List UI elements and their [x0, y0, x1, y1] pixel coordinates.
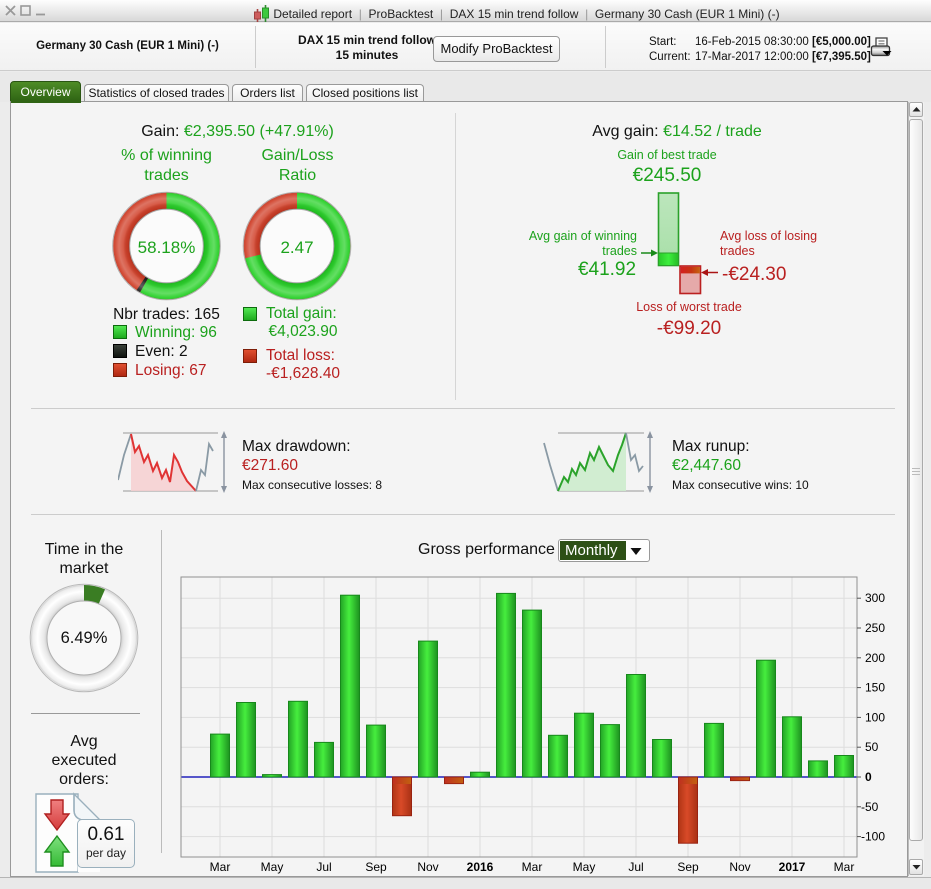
svg-text:50: 50 — [865, 740, 879, 754]
svg-text:Nov: Nov — [417, 860, 438, 874]
svg-text:200: 200 — [865, 651, 885, 665]
svg-text:2016: 2016 — [467, 860, 494, 874]
svg-text:Jul: Jul — [316, 860, 331, 874]
svg-text:Mar: Mar — [522, 860, 543, 874]
svg-text:Nov: Nov — [729, 860, 750, 874]
svg-text:-50: -50 — [861, 800, 879, 814]
svg-text:Mar: Mar — [210, 860, 231, 874]
svg-text:250: 250 — [865, 621, 885, 635]
svg-text:150: 150 — [865, 681, 885, 695]
svg-text:0: 0 — [865, 770, 872, 784]
svg-text:100: 100 — [865, 710, 885, 724]
svg-text:May: May — [261, 860, 284, 874]
svg-text:Mar: Mar — [834, 860, 855, 874]
svg-text:Sep: Sep — [677, 860, 699, 874]
svg-text:May: May — [573, 860, 596, 874]
svg-text:300: 300 — [865, 591, 885, 605]
svg-text:-100: -100 — [861, 830, 885, 844]
svg-text:Jul: Jul — [628, 860, 643, 874]
svg-text:Sep: Sep — [365, 860, 387, 874]
svg-text:2017: 2017 — [779, 860, 806, 874]
